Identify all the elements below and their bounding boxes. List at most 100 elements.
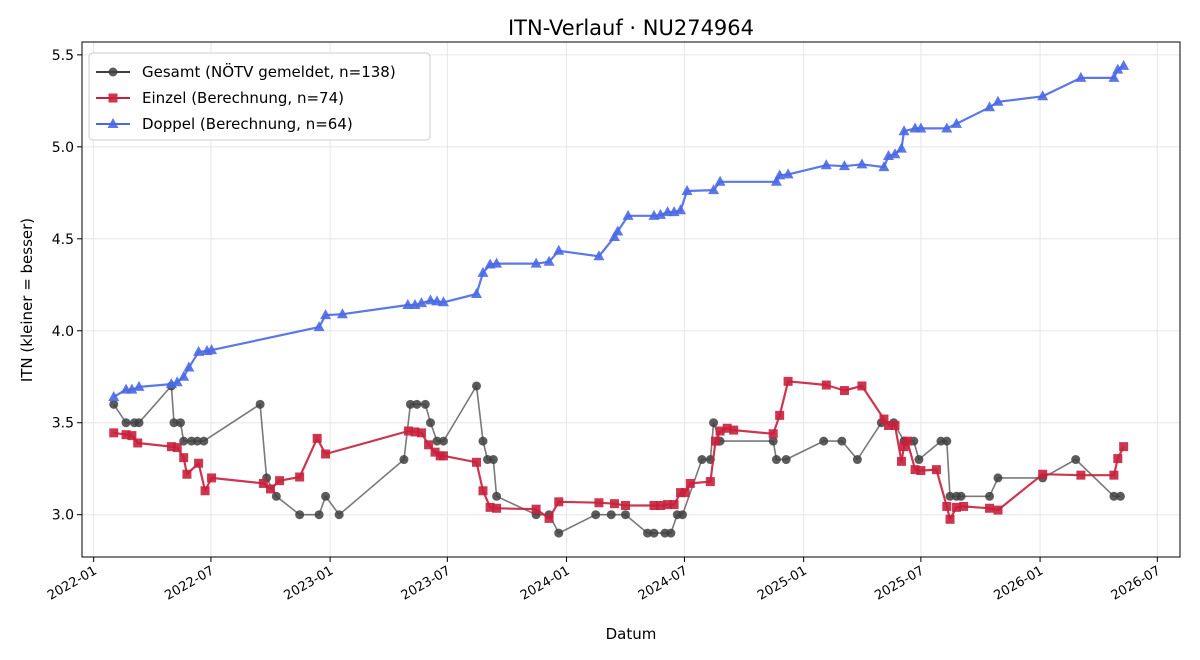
- series-group: [108, 59, 1130, 538]
- data-point: [675, 204, 687, 215]
- data-point: [182, 469, 192, 479]
- data-point: [852, 455, 862, 465]
- data-point: [680, 488, 690, 498]
- data-point: [781, 455, 791, 465]
- data-point: [178, 370, 190, 381]
- data-point: [609, 499, 619, 509]
- data-point: [945, 514, 955, 524]
- data-point: [856, 158, 868, 169]
- data-point: [403, 426, 413, 436]
- data-point: [1038, 469, 1048, 479]
- x-axis-label: Datum: [606, 625, 657, 643]
- legend-marker: [108, 93, 118, 103]
- data-point: [544, 513, 554, 523]
- data-point: [622, 209, 634, 220]
- data-point: [531, 504, 541, 514]
- data-point: [649, 501, 659, 510]
- data-point: [472, 381, 482, 391]
- data-point: [472, 457, 482, 467]
- data-point: [206, 344, 218, 355]
- data-point: [169, 418, 179, 428]
- data-point: [916, 466, 926, 476]
- data-point: [415, 297, 427, 308]
- y-axis-label: ITN (kleiner = besser): [18, 218, 36, 382]
- data-point: [821, 380, 831, 390]
- data-point: [783, 376, 793, 386]
- data-point: [620, 510, 630, 520]
- y-tick-label: 3.0: [52, 508, 74, 524]
- data-point: [594, 498, 604, 508]
- data-point: [321, 491, 331, 501]
- data-point: [942, 501, 952, 511]
- data-point: [416, 428, 426, 438]
- data-point: [109, 428, 119, 438]
- data-point: [1113, 454, 1123, 464]
- legend-label: Doppel (Berechnung, n=64): [142, 115, 353, 133]
- data-point: [491, 257, 503, 268]
- chart-title: ITN-Verlauf · NU274964: [508, 16, 754, 40]
- data-point: [410, 427, 420, 437]
- data-point: [295, 472, 305, 482]
- data-point: [530, 257, 542, 268]
- data-point: [883, 420, 893, 430]
- data-point: [985, 503, 995, 513]
- legend: Gesamt (NÖTV gemeldet, n=138) Einzel (Ber…: [88, 52, 431, 141]
- data-point: [654, 208, 666, 219]
- data-point: [1109, 491, 1119, 501]
- data-point: [109, 399, 119, 409]
- data-point: [420, 399, 430, 409]
- data-point: [133, 380, 145, 391]
- data-point: [402, 299, 414, 310]
- data-point: [879, 414, 889, 424]
- data-point: [771, 455, 781, 465]
- data-point: [993, 473, 1003, 483]
- data-point: [898, 125, 910, 136]
- data-point: [649, 528, 659, 538]
- y-tick-label: 5.5: [52, 48, 74, 64]
- data-point: [669, 500, 679, 510]
- legend-marker: [107, 118, 119, 128]
- data-point: [612, 225, 624, 236]
- data-point: [729, 425, 739, 435]
- data-point: [175, 418, 185, 428]
- data-point: [171, 376, 183, 387]
- data-point: [166, 442, 176, 452]
- data-point: [681, 184, 693, 195]
- data-point: [984, 101, 996, 112]
- data-point: [591, 510, 601, 520]
- data-point: [890, 420, 900, 430]
- data-point: [914, 455, 924, 465]
- data-point: [715, 426, 725, 436]
- data-point: [775, 410, 785, 420]
- data-point: [437, 296, 449, 307]
- data-point: [593, 250, 605, 261]
- data-point: [199, 436, 209, 446]
- data-point: [336, 308, 348, 319]
- data-point: [1076, 470, 1086, 480]
- data-point: [697, 455, 707, 465]
- data-point: [554, 528, 564, 538]
- data-point: [488, 455, 498, 465]
- series-circle: [109, 381, 1125, 538]
- data-point: [553, 244, 565, 255]
- data-point: [770, 175, 782, 186]
- data-point: [895, 142, 907, 153]
- data-point: [179, 453, 189, 463]
- data-point: [677, 510, 687, 520]
- data-point: [266, 484, 276, 494]
- data-point: [620, 501, 630, 510]
- data-point: [426, 418, 436, 428]
- legend-box: [88, 52, 431, 141]
- plot-frame: [81, 41, 1181, 558]
- legend-label: Gesamt (NÖTV gemeldet, n=138): [142, 62, 396, 81]
- data-point: [438, 436, 448, 446]
- data-point: [320, 309, 332, 320]
- data-point: [471, 287, 483, 298]
- y-tick-label: 5.0: [52, 140, 74, 156]
- data-point: [959, 501, 969, 511]
- data-point: [722, 423, 732, 433]
- data-point: [915, 122, 927, 133]
- data-point: [819, 436, 829, 446]
- data-point: [952, 502, 962, 512]
- data-point: [271, 491, 281, 501]
